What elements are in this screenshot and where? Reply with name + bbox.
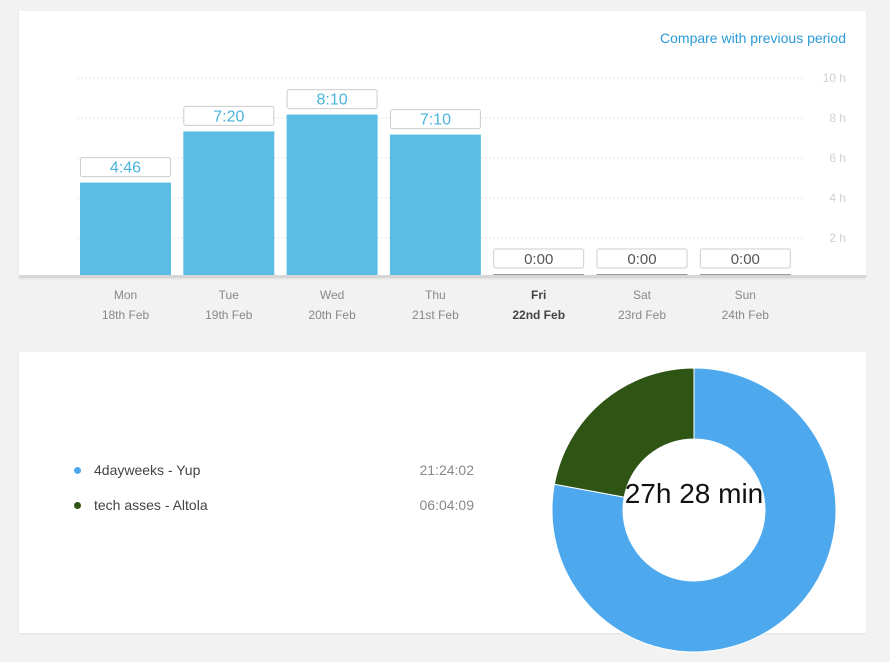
y-tick-label: 6 h xyxy=(829,151,846,165)
project-donut-chart xyxy=(551,367,837,653)
y-tick-label: 4 h xyxy=(829,191,846,205)
date-label: 18th Feb xyxy=(102,308,150,322)
date-label: 19th Feb xyxy=(205,308,253,322)
project-legend: 4dayweeks - Yup 21:24:02 tech asses - Alto… xyxy=(74,462,474,532)
date-label: 20th Feb xyxy=(308,308,356,322)
day-label: Wed xyxy=(320,288,344,302)
bar-value-box xyxy=(183,105,275,126)
y-tick-label: 10 h xyxy=(823,71,846,85)
bar-value-box xyxy=(286,89,378,110)
bar-value-label: 0:00 xyxy=(627,251,656,268)
compare-previous-period-link[interactable]: Compare with previous period xyxy=(660,30,846,46)
legend-project-time: 21:24:02 xyxy=(419,462,475,478)
legend-project-time: 06:04:09 xyxy=(419,497,475,513)
bar-value-label: 0:00 xyxy=(524,251,553,268)
donut-slice[interactable] xyxy=(553,367,695,498)
bar-wed[interactable] xyxy=(286,114,378,278)
bar-value-label: 7:10 xyxy=(420,112,451,129)
legend-item[interactable]: tech asses - Altola 06:04:09 xyxy=(74,497,474,532)
chart-baseline xyxy=(19,275,866,278)
legend-dot xyxy=(74,502,81,509)
bar-mon[interactable] xyxy=(80,182,171,278)
date-label: 21st Feb xyxy=(412,308,459,322)
bar-value-box xyxy=(699,248,791,269)
bar-value-label: 0:00 xyxy=(731,251,760,268)
date-label: 24th Feb xyxy=(722,308,770,322)
date-label: 23rd Feb xyxy=(618,308,666,322)
day-label: Thu xyxy=(425,288,446,302)
day-label: Sun xyxy=(735,288,756,302)
bar-value-label: 7:20 xyxy=(213,108,244,125)
donut-slice[interactable] xyxy=(551,367,837,653)
bar-thu[interactable] xyxy=(389,134,481,278)
y-tick-label: 2 h xyxy=(829,231,846,245)
bar-value-label: 4:46 xyxy=(110,160,141,177)
day-label: Mon xyxy=(114,288,137,302)
day-label: Sat xyxy=(633,288,652,302)
donut-total-label: 27h 28 min xyxy=(624,478,764,509)
day-label: Tue xyxy=(219,288,240,302)
project-summary-card: 4dayweeks - Yup 21:24:02 tech asses - Alto… xyxy=(19,352,866,653)
bar-value-label: 8:10 xyxy=(317,92,348,109)
legend-project-name: 4dayweeks - Yup xyxy=(94,462,201,478)
bar-value-box xyxy=(596,248,688,269)
daily-hours-card: Compare with previous period 2 h 4 h 6 h 8 … xyxy=(19,11,866,322)
bar-tue[interactable] xyxy=(183,131,275,278)
bar-value-box xyxy=(389,109,481,130)
bar-value-box xyxy=(80,157,171,178)
day-label: Fri xyxy=(531,288,546,302)
legend-project-name: tech asses - Altola xyxy=(94,497,208,513)
legend-dot xyxy=(74,467,81,474)
date-label: 22nd Feb xyxy=(512,308,565,322)
daily-hours-bar-chart: 2 h 4 h 6 h 8 h 10 h 4:46 Mon 18th Feb 7:20 Tue 19… xyxy=(77,71,846,322)
bar-value-box xyxy=(493,248,585,269)
y-tick-label: 8 h xyxy=(829,111,846,125)
legend-item[interactable]: 4dayweeks - Yup 21:24:02 xyxy=(74,462,474,497)
